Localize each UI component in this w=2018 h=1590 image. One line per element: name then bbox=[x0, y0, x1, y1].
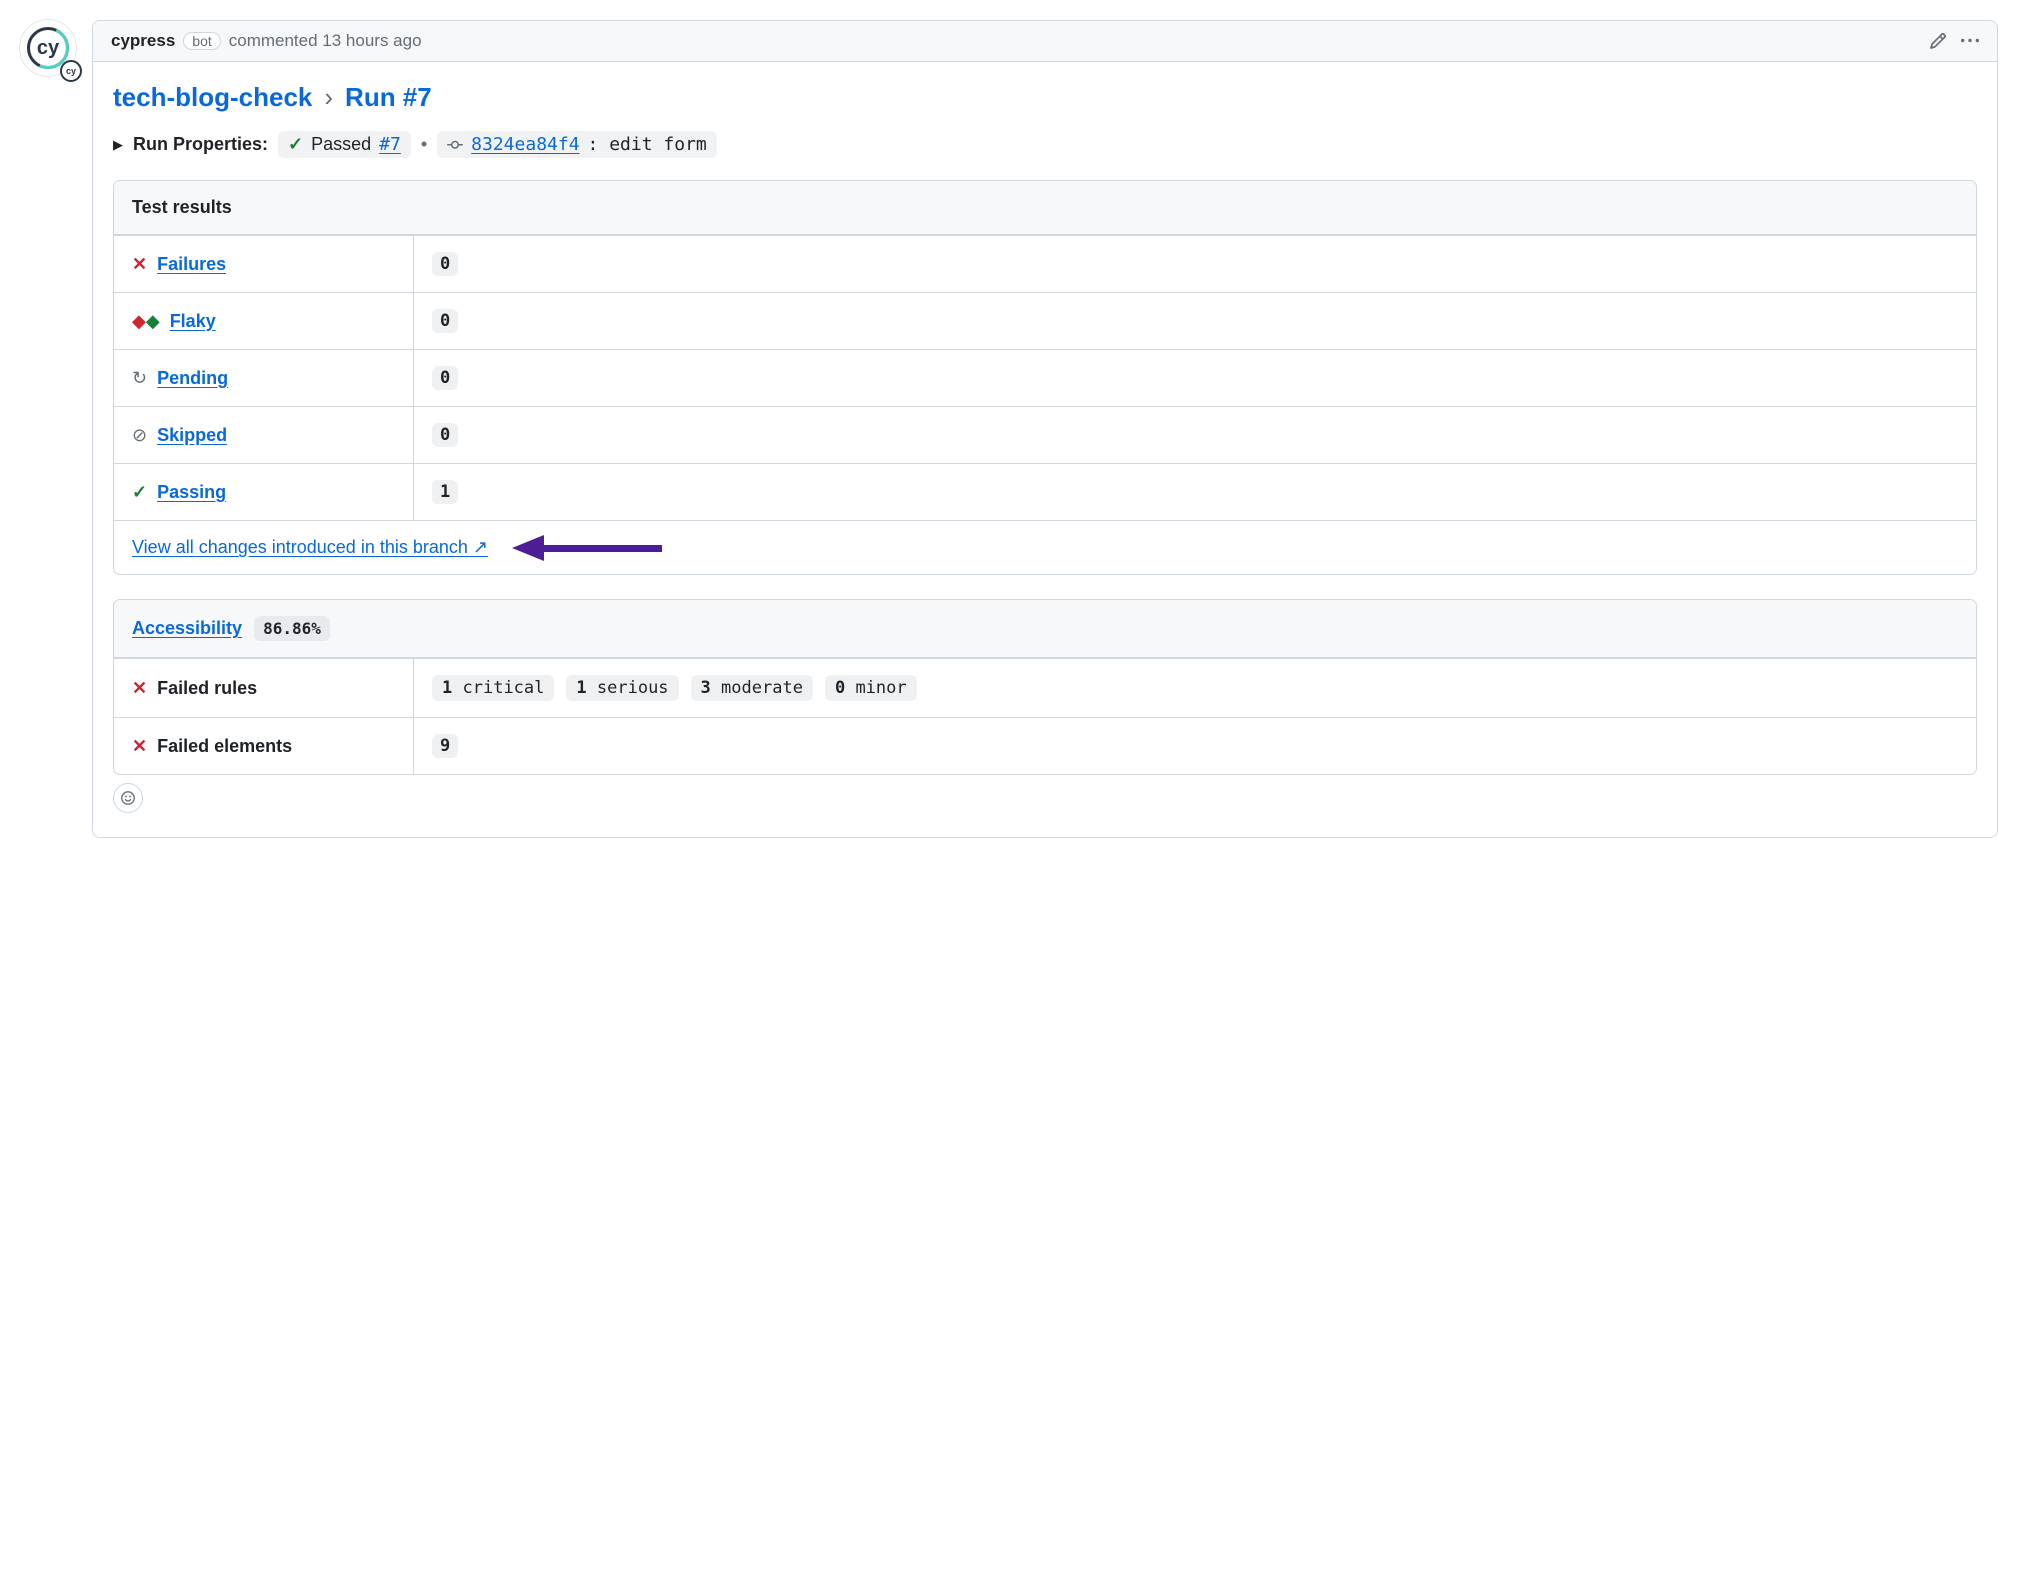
edit-icon[interactable] bbox=[1929, 32, 1947, 50]
failed-rules-label: Failed rules bbox=[157, 678, 257, 699]
commit-pill: 8324ea84f4 : edit form bbox=[437, 131, 717, 158]
status-text: Passed bbox=[311, 134, 371, 155]
table-row: ↻ Pending 0 bbox=[114, 349, 1976, 406]
x-icon: ✕ bbox=[132, 736, 147, 757]
table-row: ◆◆ Flaky 0 bbox=[114, 292, 1976, 349]
test-results-header: Test results bbox=[114, 181, 1976, 235]
accessibility-link[interactable]: Accessibility bbox=[132, 618, 242, 639]
severity-serious: 1 serious bbox=[566, 675, 678, 701]
flaky-count: 0 bbox=[432, 309, 458, 333]
accessibility-header: Accessibility 86.86% bbox=[114, 600, 1976, 658]
comment-actions bbox=[1929, 32, 1979, 50]
severity-cells: 1 critical 1 serious 3 moderate 0 minor bbox=[414, 659, 1976, 717]
table-row: ✕ Failed rules 1 critical 1 serious 3 mo… bbox=[114, 658, 1976, 717]
project-link[interactable]: tech-blog-check bbox=[113, 82, 312, 113]
x-icon: ✕ bbox=[132, 254, 147, 275]
table-row: ✕ Failures 0 bbox=[114, 235, 1976, 292]
passing-count: 1 bbox=[432, 480, 458, 504]
severity-moderate: 3 moderate bbox=[691, 675, 813, 701]
properties-label: Run Properties: bbox=[133, 134, 268, 155]
author-name[interactable]: cypress bbox=[111, 31, 175, 51]
table-row: ⊘ Skipped 0 bbox=[114, 406, 1976, 463]
view-changes-link[interactable]: View all changes introduced in this bran… bbox=[132, 537, 488, 558]
comment-header: cypress bot commented 13 hours ago bbox=[93, 21, 1997, 62]
flaky-icon: ◆◆ bbox=[132, 311, 160, 332]
commit-hash-link[interactable]: 8324ea84f4 bbox=[471, 134, 579, 155]
comment-body: tech-blog-check › Run #7 ▶ Run Propertie… bbox=[93, 62, 1997, 837]
cypress-sublogo-icon: cy bbox=[60, 60, 82, 82]
run-number-link[interactable]: #7 bbox=[379, 134, 401, 155]
table-row: ✕ Failed elements 9 bbox=[114, 717, 1976, 774]
commit-msg: : edit form bbox=[588, 134, 707, 155]
x-icon: ✕ bbox=[132, 678, 147, 699]
separator-dot: • bbox=[421, 134, 427, 155]
changes-row: View all changes introduced in this bran… bbox=[114, 520, 1976, 574]
flaky-link[interactable]: Flaky bbox=[170, 311, 216, 332]
run-link[interactable]: Run #7 bbox=[345, 82, 432, 113]
commit-icon bbox=[447, 137, 463, 153]
check-icon: ✓ bbox=[288, 134, 303, 155]
failures-count: 0 bbox=[432, 252, 458, 276]
failed-elements-label: Failed elements bbox=[157, 736, 292, 757]
status-pill: ✓ Passed #7 bbox=[278, 131, 411, 158]
pending-link[interactable]: Pending bbox=[157, 368, 228, 389]
failed-elements-count: 9 bbox=[432, 734, 458, 758]
comment-action-text: commented 13 hours ago bbox=[229, 31, 422, 51]
accessibility-percent: 86.86% bbox=[254, 616, 330, 641]
disclosure-triangle-icon[interactable]: ▶ bbox=[113, 137, 123, 153]
skipped-link[interactable]: Skipped bbox=[157, 425, 227, 446]
accessibility-table: Accessibility 86.86% ✕ Failed rules 1 cr… bbox=[113, 599, 1977, 775]
test-results-table: Test results ✕ Failures 0 ◆◆ Flaky 0 bbox=[113, 180, 1977, 575]
run-properties: ▶ Run Properties: ✓ Passed #7 • 8324ea84… bbox=[113, 131, 1977, 158]
skipped-count: 0 bbox=[432, 423, 458, 447]
comment-container: cy cy cypress bot commented 13 hours ago… bbox=[20, 20, 1998, 838]
table-row: ✓ Passing 1 bbox=[114, 463, 1976, 520]
check-icon: ✓ bbox=[132, 482, 147, 503]
bot-badge: bot bbox=[183, 32, 220, 50]
annotation-arrow-icon bbox=[512, 540, 662, 556]
kebab-menu-icon[interactable] bbox=[1961, 32, 1979, 50]
comment-box: cypress bot commented 13 hours ago tech-… bbox=[92, 20, 1998, 838]
passing-link[interactable]: Passing bbox=[157, 482, 226, 503]
skipped-icon: ⊘ bbox=[132, 425, 147, 446]
failures-link[interactable]: Failures bbox=[157, 254, 226, 275]
severity-minor: 0 minor bbox=[825, 675, 917, 701]
pending-icon: ↻ bbox=[132, 368, 147, 389]
comment-meta: cypress bot commented 13 hours ago bbox=[111, 31, 422, 51]
chevron-right-icon: › bbox=[324, 82, 333, 113]
breadcrumb: tech-blog-check › Run #7 bbox=[113, 82, 1977, 113]
pending-count: 0 bbox=[432, 366, 458, 390]
avatar[interactable]: cy cy bbox=[20, 20, 76, 76]
add-reaction-button[interactable] bbox=[113, 783, 143, 813]
severity-critical: 1 critical bbox=[432, 675, 554, 701]
